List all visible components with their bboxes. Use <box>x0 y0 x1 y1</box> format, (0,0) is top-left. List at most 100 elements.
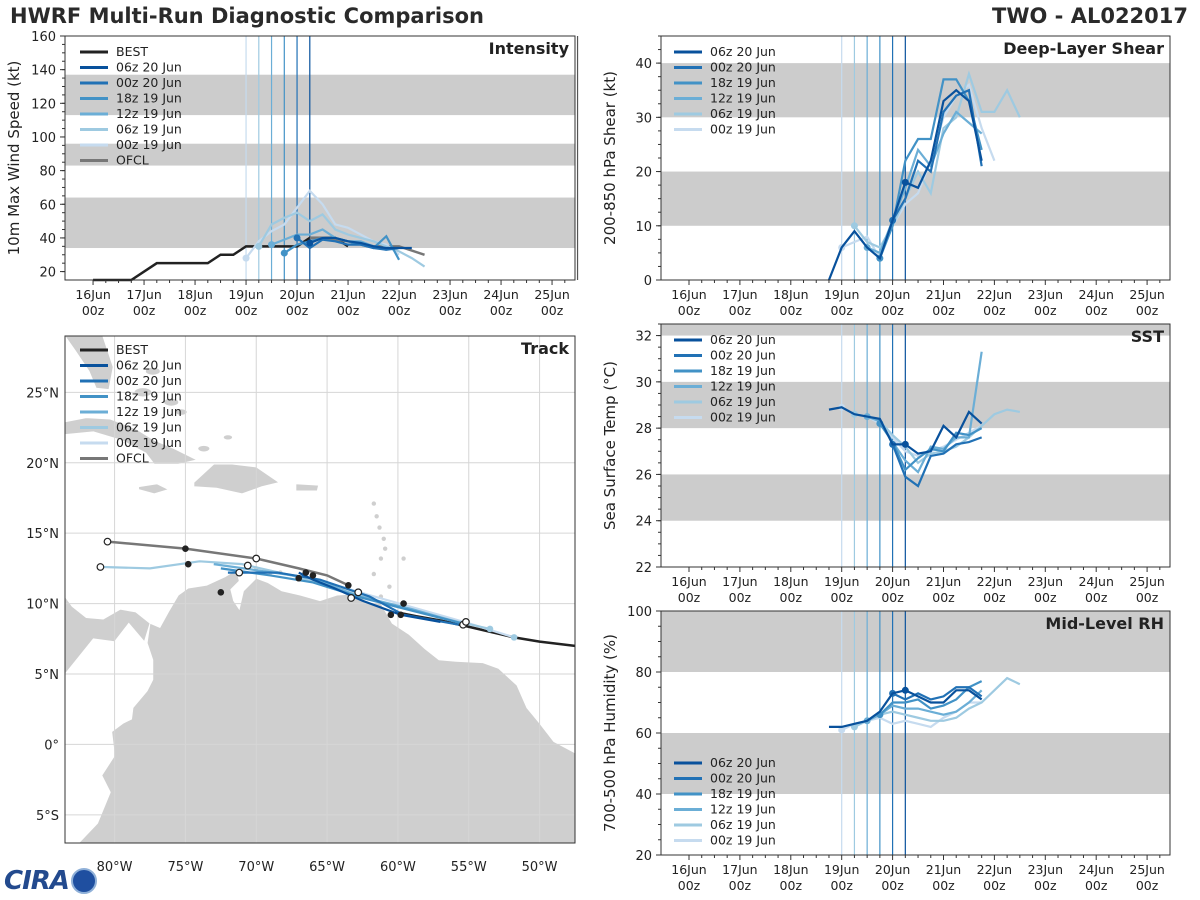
shear-series-line <box>853 70 1021 249</box>
rh-ylabel: 700-500 hPa Humidity (%) <box>601 634 619 832</box>
intensity-ytick-label: 120 <box>31 97 56 112</box>
track-marker-open <box>462 617 470 626</box>
intensity-ytick-label: 100 <box>31 131 56 146</box>
sst-legend-label: 12z 19 Jun <box>710 379 776 394</box>
track-land-island <box>378 556 384 561</box>
intensity-series-line <box>296 237 400 251</box>
intensity-init-marker <box>242 254 250 262</box>
track-lon-label: 70°W <box>238 860 274 875</box>
intensity-xtick-hour: 00z <box>490 303 513 318</box>
rh-legend-label: 00z 19 Jun <box>710 833 776 848</box>
sst-xtick-day: 18Jun <box>773 574 808 589</box>
track-marker-filled <box>400 600 407 607</box>
track-marker-open <box>243 561 252 570</box>
sst-xtick-hour: 00z <box>1136 590 1159 605</box>
rh-xtick-day: 21Jun <box>926 862 961 877</box>
rh-xtick-hour: 00z <box>1136 878 1159 893</box>
intensity-xtick-hour: 00z <box>541 303 564 318</box>
shear-ytick-label: 20 <box>635 166 652 181</box>
track-land-island <box>371 571 377 577</box>
track-lat-label: 20°N <box>26 457 59 472</box>
sst-shade-band <box>661 474 1170 521</box>
track-land-island <box>377 525 382 530</box>
shear-xtick-day: 25Jun <box>1129 287 1164 302</box>
track-lon-label: 65°W <box>309 860 345 875</box>
rh-ytick-label: 100 <box>627 605 652 620</box>
shear-xtick-hour: 00z <box>780 303 803 318</box>
sst-xtick-day: 17Jun <box>722 574 757 589</box>
rh-legend-label: 06z 19 Jun <box>710 817 776 832</box>
intensity-xtick-day: 16Jun <box>75 287 110 302</box>
shear-shade-band <box>661 63 1170 118</box>
track-marker-filled <box>309 572 317 579</box>
intensity-ytick-label: 160 <box>31 30 56 45</box>
intensity-series-line <box>309 236 412 250</box>
sst-ytick-label: 26 <box>635 468 652 483</box>
intensity-legend-label: 06z 19 Jun <box>116 122 182 137</box>
sst-shade-band <box>661 381 1170 429</box>
rh-ytick-label: 60 <box>635 727 652 742</box>
track-land-bahamas <box>164 398 179 406</box>
track-marker-filled <box>295 574 303 582</box>
track-marker-open <box>252 554 261 563</box>
sst-ylabel: Sea Surface Temp (°C) <box>601 361 619 530</box>
cira-logo: CIRA <box>4 866 97 896</box>
track-legend-label: BEST <box>116 342 148 357</box>
intensity-xtick-day: 17Jun <box>126 287 161 302</box>
intensity-init-marker <box>255 242 263 250</box>
sst-ytick-label: 30 <box>635 376 652 391</box>
shear-shade-band <box>661 171 1170 226</box>
rh-shade-band <box>661 611 1170 672</box>
track-marker-open <box>354 588 363 597</box>
track-land-hispaniola <box>193 463 280 495</box>
shear-xtick-day: 19Jun <box>824 287 859 302</box>
shear-legend-label: 00z 20 Jun <box>710 60 776 75</box>
rh-xtick-hour: 00z <box>678 878 701 893</box>
storm-id: TWO - AL022017 <box>992 4 1188 28</box>
intensity-legend-label: 00z 19 Jun <box>116 137 182 152</box>
rh-init-marker <box>901 686 909 694</box>
intensity-ytick-label: 60 <box>39 198 56 213</box>
intensity-init-marker <box>306 239 314 247</box>
intensity-xtick-hour: 00z <box>388 303 411 318</box>
shear-xtick-hour: 00z <box>1136 303 1159 318</box>
shear-ytick-label: 30 <box>635 111 652 126</box>
intensity-legend-label: OFCL <box>116 153 149 168</box>
shear-ytick-label: 10 <box>635 220 652 235</box>
track-marker-filled <box>184 560 192 568</box>
shear-legend-label: 12z 19 Jun <box>710 91 776 106</box>
sst-xtick-hour: 00z <box>932 590 955 605</box>
track-marker-filled <box>345 581 352 589</box>
track-land-island <box>401 556 406 561</box>
sst-xtick-hour: 00z <box>729 590 752 605</box>
track-marker-filled <box>397 611 405 619</box>
track-legend-label: 18z 19 Jun <box>116 389 182 404</box>
rh-legend-label: 06z 20 Jun <box>710 755 776 770</box>
rh-init-marker <box>838 726 846 734</box>
track-series-line <box>213 563 462 625</box>
track-series-line <box>298 571 441 623</box>
shear-legend-label: 06z 20 Jun <box>710 44 776 59</box>
intensity-init-marker <box>293 234 301 242</box>
track-title: Track <box>521 339 569 358</box>
shear-ylabel: 200-850 hPa Shear (kt) <box>601 71 619 245</box>
track-legend-label: 06z 20 Jun <box>116 358 182 373</box>
rh-shade-band <box>661 733 1170 794</box>
rh-xtick-hour: 00z <box>932 878 955 893</box>
track-legend-label: 06z 19 Jun <box>116 420 182 435</box>
shear-ytick-label: 0 <box>644 274 652 289</box>
track-marker-open <box>347 594 356 602</box>
rh-xtick-day: 16Jun <box>671 862 706 877</box>
sst-xtick-day: 16Jun <box>671 574 706 589</box>
intensity-xtick-hour: 00z <box>235 303 258 318</box>
rh-xtick-hour: 00z <box>830 878 853 893</box>
intensity-ylabel: 10m Max Wind Speed (kt) <box>5 61 23 256</box>
rh-xtick-hour: 00z <box>1034 878 1057 893</box>
intensity-xtick-hour: 00z <box>286 303 309 318</box>
track-land-jamaica <box>138 483 170 495</box>
track-land-island <box>374 514 379 519</box>
shear-xtick-day: 21Jun <box>926 287 961 302</box>
track-lat-label: 15°N <box>26 527 59 542</box>
track-legend-label: 00z 19 Jun <box>116 435 182 450</box>
track-legend-label: 12z 19 Jun <box>116 404 182 419</box>
